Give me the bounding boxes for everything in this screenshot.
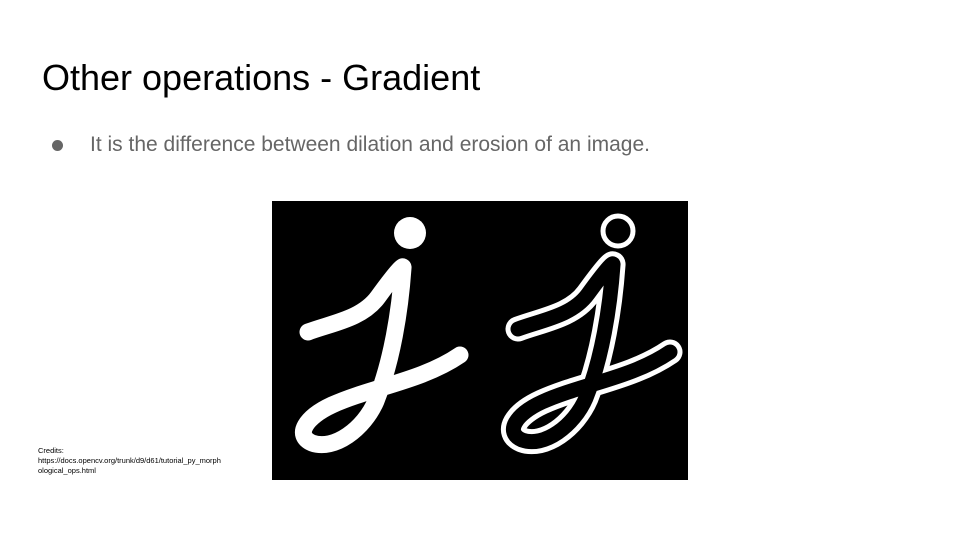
credits: Credits: https://docs.opencv.org/trunk/d… [38,446,248,476]
gradient-j-dot-outline [600,213,636,249]
credits-label: Credits: [38,446,64,455]
bullet-item: It is the difference between dilation an… [52,130,650,160]
credits-url-line2: ological_ops.html [38,466,96,475]
bullet-text: It is the difference between dilation an… [90,133,650,156]
credits-url-line1: https://docs.opencv.org/trunk/d9/d61/tut… [38,456,221,465]
bullet-list: It is the difference between dilation an… [52,130,650,160]
bullet-dot-icon [52,139,63,151]
original-j-dot [394,217,426,249]
gradient-j-outline [501,251,683,455]
gradient-example-image [272,201,688,480]
original-j-glyph [295,258,469,454]
gradient-example-svg [272,201,688,480]
slide-title: Other operations - Gradient [42,57,481,98]
